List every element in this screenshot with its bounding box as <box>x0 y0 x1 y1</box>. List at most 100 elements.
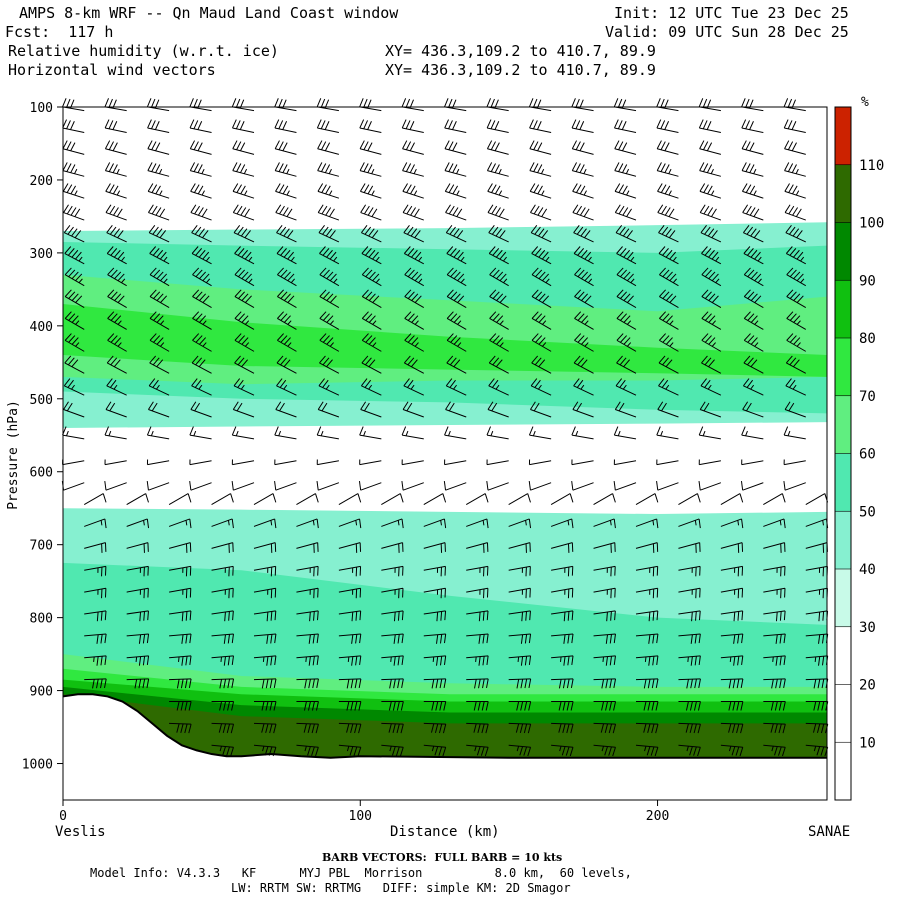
x-tick-label: 100 <box>349 809 372 824</box>
wind-barb <box>508 722 532 734</box>
wind-barb <box>168 493 192 505</box>
wind-barb <box>423 565 446 577</box>
wind-barb <box>678 655 701 666</box>
wind-barb <box>572 183 594 199</box>
wind-barb <box>784 401 806 418</box>
wind-barb <box>359 119 382 134</box>
colorbar-label: 30 <box>859 620 876 636</box>
wind-barb <box>232 140 255 155</box>
wind-barb <box>253 678 277 689</box>
wind-barb <box>699 183 722 199</box>
wind-barb <box>615 378 637 396</box>
wind-barb <box>296 722 319 734</box>
wind-barb <box>318 378 340 396</box>
wind-barb <box>211 542 234 553</box>
wind-barb <box>319 267 340 287</box>
wind-barb <box>786 311 807 330</box>
wind-barb <box>763 655 786 666</box>
wind-barb <box>616 311 637 330</box>
wind-barb <box>403 246 425 265</box>
wind-barb <box>231 459 255 466</box>
wind-barb <box>701 246 722 265</box>
wind-barb <box>253 610 277 622</box>
wind-barb <box>276 225 297 243</box>
wind-barb <box>359 426 382 440</box>
wind-barb <box>656 98 679 112</box>
wind-barb <box>338 493 362 505</box>
wind-barb <box>741 98 764 112</box>
valid-time: Valid: 09 UTC Sun 28 Dec 25 <box>605 23 849 41</box>
x-right-station: SANAE <box>808 824 851 840</box>
wind-barb <box>486 480 509 491</box>
y-tick-label: 1000 <box>22 758 53 773</box>
wind-barb <box>64 289 85 309</box>
wind-barb <box>635 655 659 666</box>
wind-barb <box>381 518 404 529</box>
wind-barb <box>488 225 509 243</box>
wind-barb <box>574 333 594 352</box>
wind-barb <box>316 459 339 466</box>
wind-barb <box>528 98 552 112</box>
wind-barb <box>401 459 424 466</box>
wind-barb <box>678 518 701 529</box>
wind-barb <box>105 204 127 221</box>
wind-barb <box>146 426 170 440</box>
wind-barb <box>64 267 85 287</box>
wind-barb <box>615 225 637 243</box>
colorbar: 10 20 30 40 50 60 70 80 90 100 110% <box>834 95 884 801</box>
wind-barb <box>614 204 637 221</box>
wind-barb <box>423 655 447 666</box>
wind-barb <box>487 204 509 221</box>
wind-barb <box>191 378 212 396</box>
wind-barb <box>528 426 552 440</box>
wind-barb <box>404 289 425 309</box>
wind-barb <box>466 701 489 711</box>
wind-barb <box>573 246 594 265</box>
colorbar-swatch <box>835 395 851 454</box>
wind-barb <box>783 459 806 466</box>
y-tick-label: 200 <box>30 174 53 189</box>
wind-barb <box>211 744 234 757</box>
wind-barb <box>572 204 594 221</box>
wind-barb <box>317 401 340 418</box>
wind-barb <box>658 355 679 374</box>
wind-barb <box>211 587 234 599</box>
terrain <box>62 693 827 800</box>
wind-barb <box>338 655 362 666</box>
wind-barb <box>593 633 616 644</box>
wind-barb <box>785 246 807 265</box>
wind-barb <box>656 162 679 177</box>
wind-barb <box>531 246 552 265</box>
wind-barb <box>64 246 85 265</box>
colorbar-label: 20 <box>859 678 876 694</box>
wind-barb <box>277 311 297 330</box>
wind-barb <box>593 610 616 622</box>
wind-barb <box>104 162 127 177</box>
wind-barb <box>551 701 574 711</box>
wind-barb <box>381 565 404 577</box>
wind-barb <box>234 311 255 330</box>
colorbar-label: 50 <box>859 504 876 520</box>
wind-barb <box>64 333 85 352</box>
wind-barb <box>254 701 277 711</box>
wind-barb <box>528 480 552 491</box>
wind-barb <box>698 480 722 491</box>
wind-barb <box>317 204 340 221</box>
wind-barb <box>701 333 722 352</box>
wind-barb <box>593 565 616 577</box>
wind-barb <box>530 225 552 243</box>
wind-barb <box>488 246 509 265</box>
wind-barb <box>743 246 764 265</box>
wind-barb <box>274 426 297 440</box>
wind-barb <box>63 204 85 221</box>
wind-barb <box>232 204 255 221</box>
wind-barb <box>190 183 212 199</box>
wind-barb <box>486 162 509 177</box>
y-tick-label: 500 <box>30 393 53 408</box>
wind-barb <box>338 542 362 553</box>
wind-barb <box>63 401 85 418</box>
colorbar-swatch <box>835 511 851 569</box>
wind-barb <box>508 542 531 553</box>
wind-barb <box>720 587 744 599</box>
wind-barb <box>274 98 297 112</box>
